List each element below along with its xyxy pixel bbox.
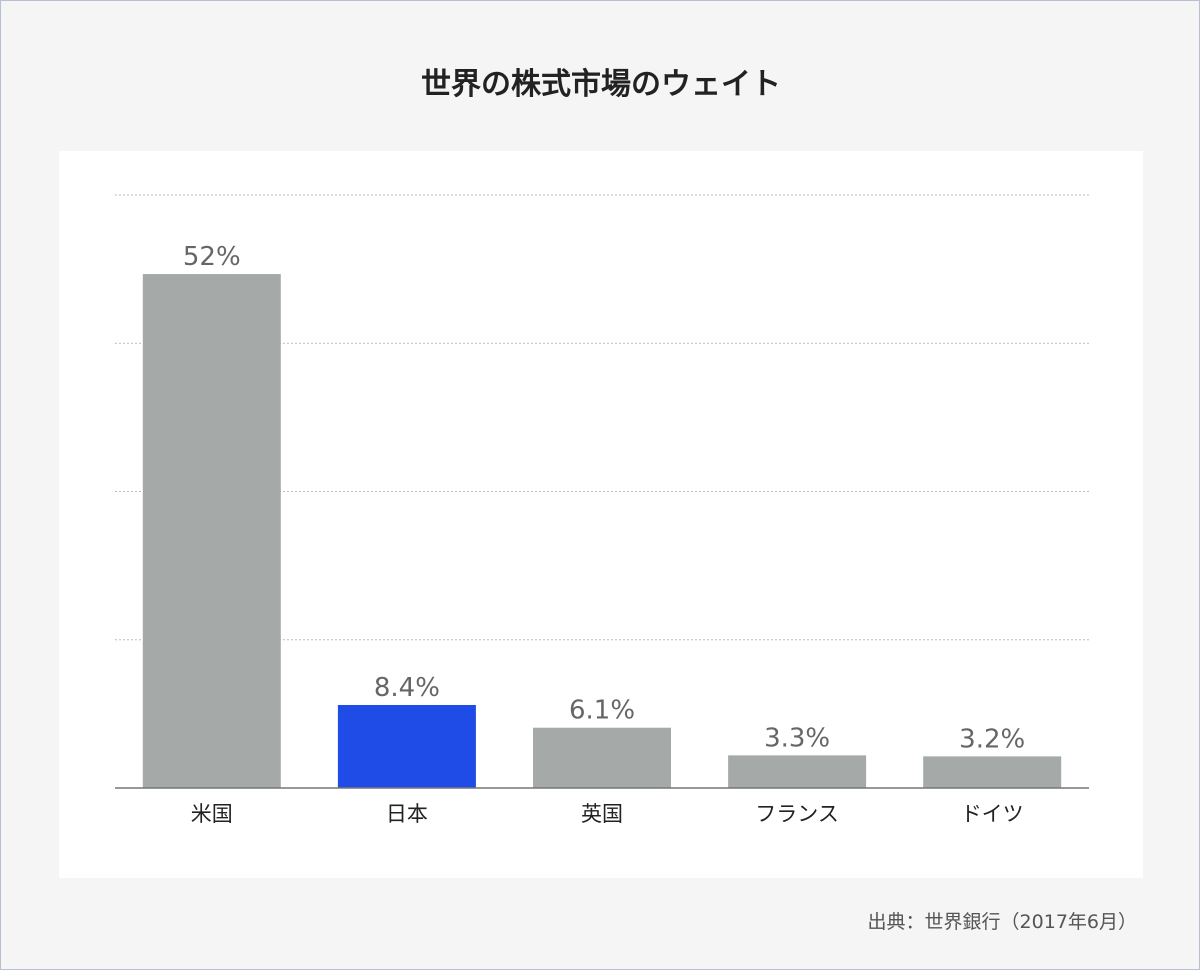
category-label: フランス (755, 802, 839, 826)
bar (533, 727, 671, 788)
bar-chart: 52% 米国 8.4% 日本 6.1% 英国 3.3% フランス 3.2% ドイツ (115, 194, 1089, 826)
data-label: 52% (183, 242, 241, 272)
bar (142, 274, 281, 788)
data-label: 3.2% (959, 724, 1025, 754)
category-label: 日本 (386, 802, 428, 826)
data-label: 8.4% (374, 673, 440, 703)
bar (337, 704, 476, 788)
source-note: 出典：世界銀行（2017年6月） (867, 911, 1137, 933)
chart-title: 世界の株式市場のウェイト (421, 67, 781, 102)
category-label: ドイツ (961, 802, 1024, 826)
data-label: 6.1% (569, 696, 635, 726)
bar (728, 755, 867, 788)
category-label: 英国 (581, 802, 623, 826)
category-label: 米国 (191, 802, 233, 826)
data-label: 3.3% (764, 723, 830, 753)
bar (923, 756, 1062, 788)
chart-panel: 52% 米国 8.4% 日本 6.1% 英国 3.3% フランス 3.2% ドイツ (59, 151, 1143, 878)
